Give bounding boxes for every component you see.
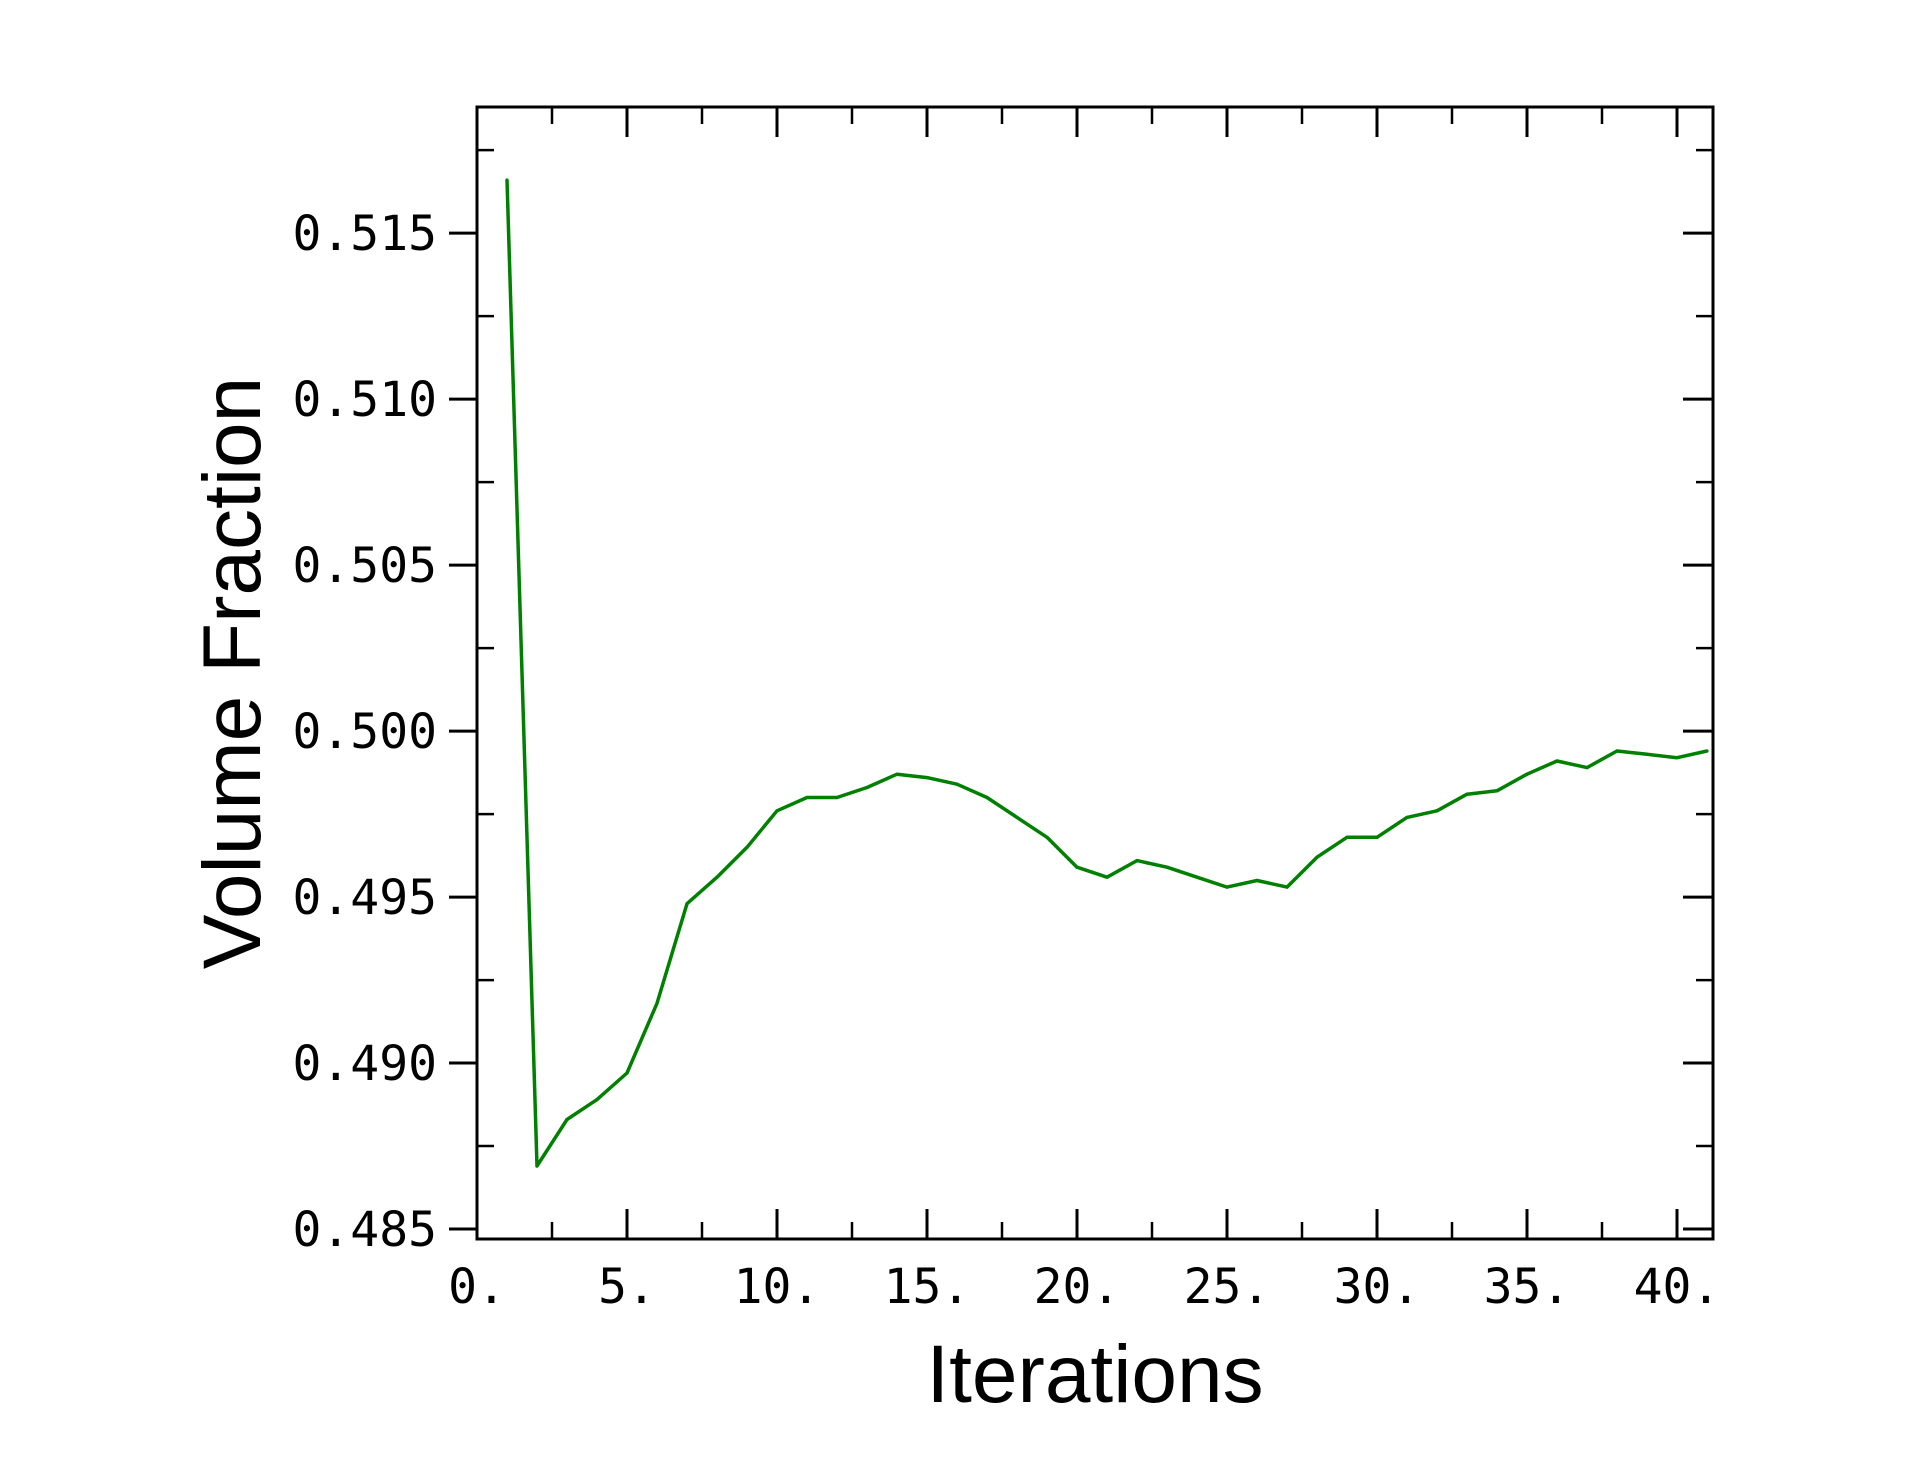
plot-frame bbox=[475, 105, 1715, 1241]
data-point bbox=[505, 178, 509, 182]
y-tick-label: 0.510 bbox=[293, 372, 438, 428]
data-point bbox=[595, 1097, 599, 1102]
data-point bbox=[1465, 792, 1469, 796]
data-point bbox=[1135, 858, 1139, 863]
data-point bbox=[1255, 878, 1259, 883]
x-tick-label: 10. bbox=[734, 1259, 821, 1315]
tick-labels: 0. 5. 10. 15. 20. 25. 30. 35. 40. 0.485 0.490 0.495… bbox=[293, 206, 1721, 1315]
x-tick-label: 0. bbox=[448, 1259, 506, 1315]
data-point bbox=[715, 875, 719, 879]
series-group bbox=[505, 178, 1709, 1168]
data-point bbox=[1645, 752, 1649, 756]
x-tick-label: 35. bbox=[1484, 1259, 1571, 1315]
data-point bbox=[1405, 815, 1409, 820]
x-tick-label: 40. bbox=[1634, 1259, 1721, 1315]
x-tick-label: 30. bbox=[1334, 1259, 1421, 1315]
data-point bbox=[1075, 865, 1079, 869]
data-point bbox=[625, 1071, 629, 1075]
y-tick-label: 0.495 bbox=[293, 870, 438, 926]
x-tick-label: 25. bbox=[1184, 1259, 1271, 1315]
data-point bbox=[1525, 772, 1529, 776]
data-point bbox=[955, 782, 959, 786]
data-point bbox=[1105, 875, 1109, 879]
data-point bbox=[805, 795, 809, 800]
x-tick-label: 15. bbox=[884, 1259, 971, 1315]
y-tick-label: 0.490 bbox=[293, 1036, 438, 1092]
data-point bbox=[1555, 759, 1559, 763]
y-tick-label: 0.505 bbox=[293, 538, 438, 594]
x-axis-label: Iterations bbox=[926, 1329, 1263, 1420]
data-point bbox=[1195, 875, 1199, 879]
data-point bbox=[1435, 809, 1439, 813]
data-point bbox=[1615, 749, 1619, 753]
y-tick-label: 0.485 bbox=[293, 1202, 438, 1258]
data-point bbox=[1165, 865, 1169, 869]
data-point bbox=[1495, 789, 1499, 793]
data-point bbox=[925, 775, 929, 780]
data-point bbox=[895, 772, 899, 776]
data-point bbox=[1675, 756, 1679, 760]
data-point bbox=[1225, 885, 1229, 889]
data-point bbox=[535, 1164, 539, 1168]
data-point bbox=[1375, 835, 1379, 839]
y-tick-label: 0.515 bbox=[293, 206, 438, 262]
data-point bbox=[985, 795, 989, 800]
data-point bbox=[655, 1001, 659, 1005]
data-point bbox=[1015, 815, 1019, 820]
data-point bbox=[835, 795, 839, 800]
series-line bbox=[505, 179, 1708, 1168]
data-point bbox=[1585, 766, 1589, 770]
data-point bbox=[1045, 835, 1049, 839]
x-tick-label: 5. bbox=[598, 1259, 656, 1315]
y-tick-label: 0.500 bbox=[293, 704, 438, 760]
data-point bbox=[745, 845, 749, 849]
y-axis-label: Volume Fraction bbox=[187, 377, 278, 970]
data-point bbox=[1285, 885, 1289, 889]
data-point bbox=[865, 785, 869, 790]
data-point bbox=[775, 809, 779, 813]
data-point bbox=[1705, 749, 1709, 753]
data-point bbox=[1315, 855, 1319, 859]
data-point bbox=[685, 902, 689, 906]
data-point bbox=[1345, 835, 1349, 839]
data-point bbox=[565, 1117, 569, 1122]
axis-ticks bbox=[449, 107, 1713, 1239]
x-tick-label: 20. bbox=[1034, 1259, 1121, 1315]
